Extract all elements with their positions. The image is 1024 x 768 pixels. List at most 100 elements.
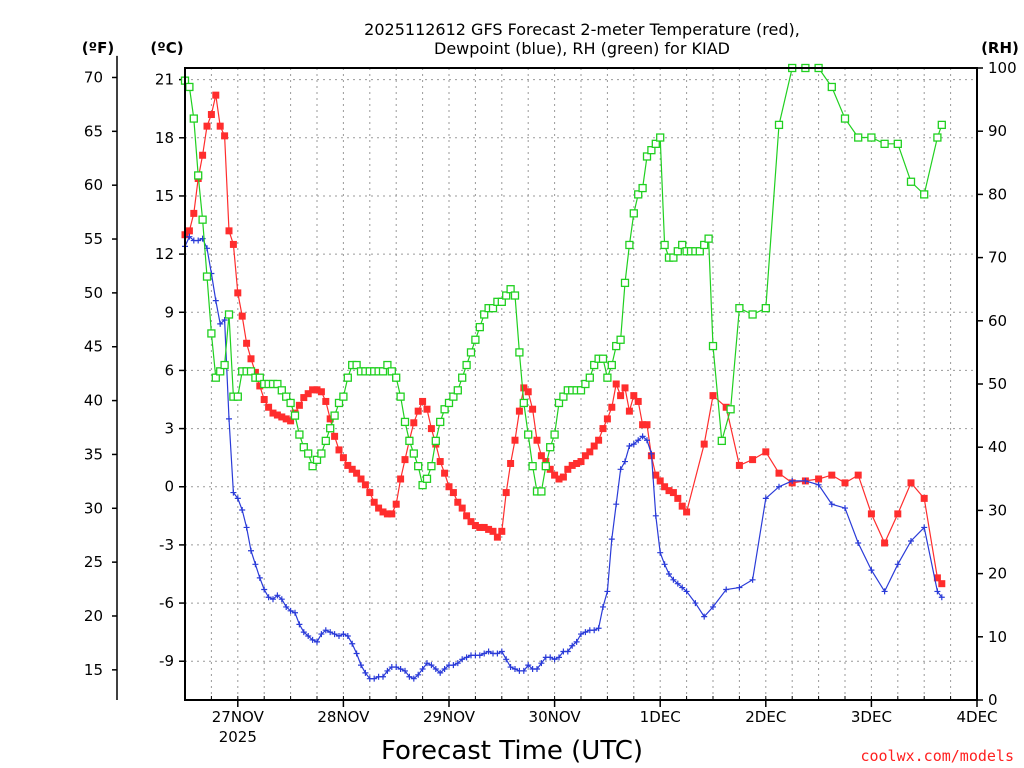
rh-point xyxy=(431,436,440,446)
2-meter-temperature-point xyxy=(542,458,550,466)
dewpoint-point xyxy=(591,627,598,634)
2-meter-temperature-point xyxy=(559,473,567,481)
rh-point xyxy=(867,133,876,142)
rh-point xyxy=(660,240,669,250)
2-meter-temperature-point xyxy=(476,523,484,531)
2-meter-temperature-point xyxy=(586,448,594,456)
dewpoint-point xyxy=(287,607,294,614)
2-meter-temperature-point xyxy=(678,502,686,510)
rh-tick-label: 30 xyxy=(988,501,1007,519)
dewpoint-point xyxy=(283,603,290,610)
dewpoint-point xyxy=(626,443,633,450)
dewpoint-point xyxy=(802,477,809,484)
2-meter-temperature-point xyxy=(304,390,312,398)
2-meter-temperature-point xyxy=(551,471,559,479)
2-meter-temperature-point xyxy=(339,454,347,462)
rh-point xyxy=(304,449,313,458)
dewpoint-point xyxy=(221,317,228,324)
2-meter-temperature-point xyxy=(379,508,387,516)
rh-point xyxy=(295,430,304,439)
2-meter-temperature-point xyxy=(216,122,224,130)
dewpoint-point xyxy=(600,603,606,610)
rh-point xyxy=(216,367,225,376)
dewpoint-point xyxy=(419,665,426,672)
rh-series xyxy=(180,63,946,496)
rh-point xyxy=(497,297,506,306)
rh-point xyxy=(625,240,634,250)
2-meter-temperature-point xyxy=(251,368,259,376)
rh-point xyxy=(273,379,282,389)
dewpoint-point xyxy=(661,561,668,568)
2-meter-temperature-point xyxy=(894,510,902,518)
dewpoint-point xyxy=(622,458,628,465)
rh-point xyxy=(528,462,537,471)
rh-point xyxy=(334,398,344,408)
2-meter-temperature-point xyxy=(383,510,391,518)
dewpoint-point xyxy=(710,603,716,610)
rh-point xyxy=(695,247,704,256)
x-tick-label: 2DEC xyxy=(745,708,786,726)
2-meter-temperature-point xyxy=(436,458,444,466)
rh-point xyxy=(387,367,396,376)
dewpoint-point xyxy=(701,613,708,620)
dewpoint-point xyxy=(432,665,439,672)
2-meter-temperature-point xyxy=(564,465,572,473)
dewpoint-point xyxy=(494,650,501,657)
rh-point xyxy=(400,417,410,427)
celsius-tick-label: -6 xyxy=(159,594,174,612)
2-meter-temperature-point xyxy=(599,425,607,433)
dewpoint-point xyxy=(828,501,835,508)
2-meter-temperature-point xyxy=(735,461,743,469)
rh-point xyxy=(317,449,326,458)
rh-point xyxy=(678,240,687,250)
2-meter-temperature-point xyxy=(423,405,431,413)
fahrenheit-tick-label: 35 xyxy=(84,445,103,463)
rh-point xyxy=(634,190,643,199)
celsius-tick-label: 9 xyxy=(164,303,174,321)
2-meter-temperature-point xyxy=(603,415,611,423)
2-meter-temperature-point xyxy=(375,504,383,512)
dewpoint-point xyxy=(349,640,356,647)
rh-point xyxy=(519,398,528,408)
dewpoint-point xyxy=(604,588,611,595)
2-meter-temperature-point xyxy=(854,471,862,479)
2-meter-temperature-point xyxy=(938,580,946,588)
dewpoint-point xyxy=(410,675,417,682)
dewpoint-point xyxy=(415,671,422,678)
dewpoint-point xyxy=(776,483,782,490)
dewpoint-point xyxy=(261,586,268,593)
2-meter-temperature-point xyxy=(388,510,396,518)
dewpoint-point xyxy=(762,495,769,502)
2-meter-temperature-point xyxy=(445,483,453,491)
rh-point xyxy=(537,487,546,496)
2-meter-temperature-point xyxy=(348,465,356,473)
2-meter-temperature-point xyxy=(203,122,211,130)
2-meter-temperature-point xyxy=(485,525,493,533)
dewpoint-point xyxy=(789,477,796,484)
grid-lines xyxy=(185,68,977,700)
2-meter-temperature-point xyxy=(656,477,664,485)
dewpoint-point xyxy=(362,669,369,676)
rh-point xyxy=(471,335,480,344)
celsius-tick-label: 6 xyxy=(164,361,174,379)
dewpoint-point xyxy=(450,662,457,669)
dewpoint-point xyxy=(525,662,532,669)
dewpoint-point xyxy=(186,233,193,240)
series-layer xyxy=(180,63,946,682)
fahrenheit-tick-label: 55 xyxy=(84,230,103,248)
dewpoint-point xyxy=(556,654,562,661)
celsius-tick-label: 21 xyxy=(155,71,174,89)
rh-tick-label: 100 xyxy=(988,59,1017,77)
rh-point xyxy=(290,411,300,420)
2-meter-temperature-point xyxy=(265,403,273,411)
dewpoint-point xyxy=(234,495,241,502)
2-meter-temperature-point xyxy=(537,452,545,460)
dewpoint-point xyxy=(217,320,224,327)
rh-point xyxy=(392,373,401,382)
2-meter-temperature-point xyxy=(243,339,251,347)
rh-point xyxy=(458,373,467,382)
fahrenheit-tick-label: 15 xyxy=(84,661,103,679)
dewpoint-point xyxy=(305,633,312,640)
2-meter-temperature-point xyxy=(256,382,264,390)
dewpoint-point xyxy=(679,584,686,591)
